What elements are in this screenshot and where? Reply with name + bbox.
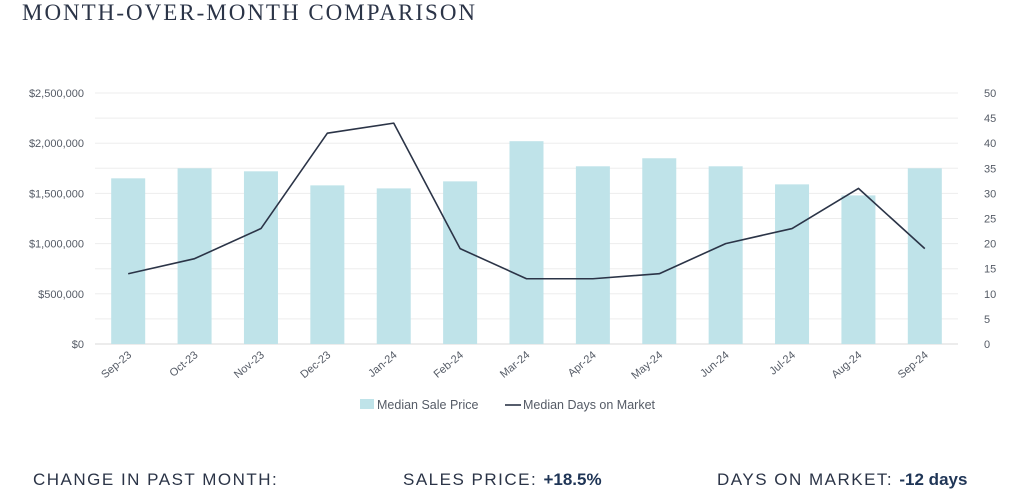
- sales-price-label: SALES PRICE:: [403, 470, 538, 489]
- y-left-tick-label: $1,500,000: [29, 188, 84, 200]
- days-on-market-label: DAYS ON MARKET:: [717, 470, 894, 489]
- y-right-tick-label: 0: [984, 339, 990, 351]
- y-right-tick-label: 25: [984, 214, 996, 226]
- y-right-tick-label: 45: [984, 113, 996, 125]
- y-left-tick-label: $0: [72, 339, 84, 351]
- sales-price-summary: SALES PRICE: +18.5%: [403, 470, 602, 494]
- x-tick-label: Jul-24: [767, 349, 798, 377]
- bar: [177, 168, 212, 344]
- combo-chart: 0 5 10 15 20 25 30 35 40 45 50 $0 $500,000 $1,000,000…: [29, 88, 996, 412]
- bar: [310, 185, 345, 344]
- y-left-tick-label: $500,000: [38, 289, 84, 301]
- bar: [376, 188, 411, 344]
- y-left-tick-label: $2,500,000: [29, 88, 84, 100]
- bar: [841, 195, 876, 344]
- y-right-tick-label: 40: [984, 138, 996, 150]
- y-right-tick-label: 35: [984, 163, 996, 175]
- days-on-market-line: [128, 122, 926, 280]
- days-on-market-summary: DAYS ON MARKET: -12 days: [717, 470, 967, 494]
- x-tick-label: Oct-23: [168, 349, 201, 379]
- bar: [708, 166, 743, 344]
- x-tick-label: Aug-24: [829, 349, 864, 381]
- y-left-tick-label: $1,000,000: [29, 239, 84, 251]
- change-label: CHANGE IN PAST MONTH:: [33, 470, 279, 489]
- x-tick-label: Apr-24: [566, 349, 599, 379]
- x-tick-label: Sep-23: [99, 349, 134, 381]
- x-tick-label: Jan-24: [366, 349, 399, 380]
- bar: [775, 184, 810, 344]
- y-right-tick-label: 10: [984, 289, 996, 301]
- bar: [111, 178, 146, 344]
- legend-label: Median Days on Market: [523, 398, 656, 412]
- x-tick-label: May-24: [629, 349, 665, 382]
- legend-swatch-bar: [360, 399, 374, 409]
- bar: [642, 158, 677, 344]
- chart-title: MONTH-OVER-MONTH COMPARISON: [22, 0, 478, 25]
- bar: [243, 171, 278, 344]
- bar: [509, 141, 544, 344]
- y-left-tick-label: $2,000,000: [29, 138, 84, 150]
- x-tick-label: Nov-23: [232, 349, 267, 381]
- x-tick-label: Sep-24: [896, 349, 931, 381]
- x-tick-label: Feb-24: [432, 349, 466, 381]
- y-right-tick-label: 30: [984, 188, 996, 200]
- bar: [443, 181, 478, 344]
- y-right-tick-label: 50: [984, 88, 996, 100]
- y-right-tick-label: 20: [984, 239, 996, 251]
- sales-price-value: +18.5%: [543, 470, 602, 489]
- legend-label: Median Sale Price: [377, 398, 478, 412]
- bar: [575, 166, 610, 344]
- y-right-tick-label: 15: [984, 264, 996, 276]
- x-tick-label: Dec-23: [298, 349, 333, 381]
- days-on-market-value: -12 days: [899, 470, 968, 489]
- bar: [907, 168, 942, 344]
- x-tick-label: Jun-24: [698, 349, 731, 380]
- y-right-tick-label: 5: [984, 314, 990, 326]
- x-tick-label: Mar-24: [498, 349, 532, 381]
